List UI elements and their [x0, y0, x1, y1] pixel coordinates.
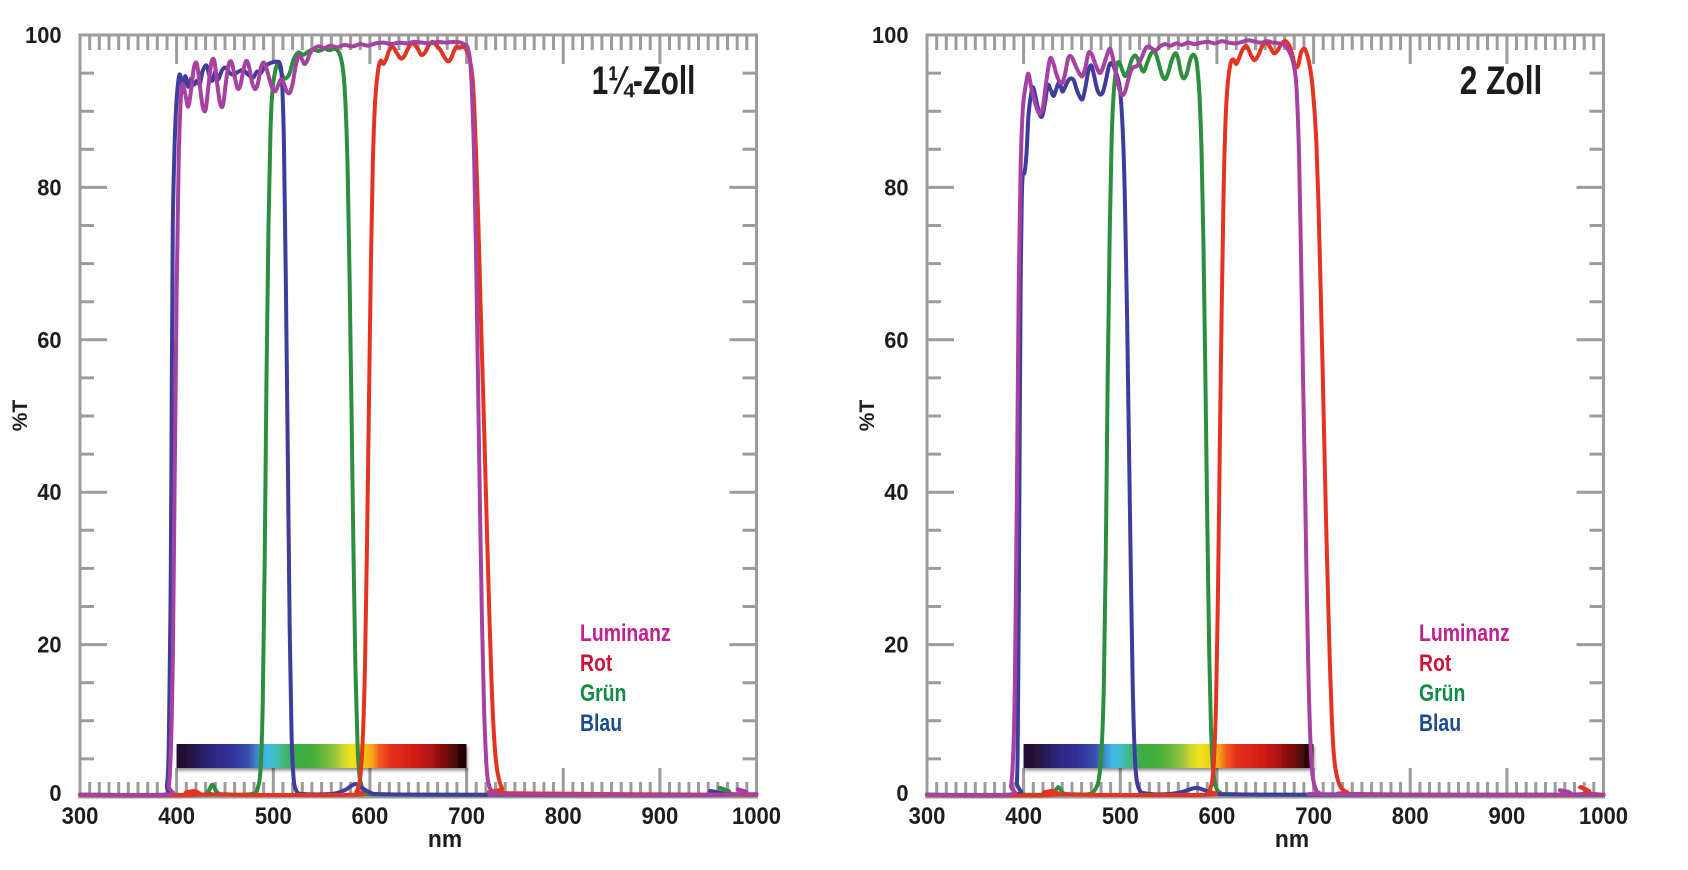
svg-text:40: 40	[884, 480, 908, 506]
svg-text:2 Zoll: 2 Zoll	[1460, 57, 1542, 102]
svg-text:0: 0	[49, 780, 61, 806]
svg-text:80: 80	[37, 175, 61, 201]
svg-text:Blau: Blau	[1419, 709, 1461, 736]
svg-text:60: 60	[37, 327, 61, 353]
svg-text:nm: nm	[1275, 825, 1309, 852]
svg-text:Luminanz: Luminanz	[1419, 619, 1510, 646]
svg-text:700: 700	[448, 802, 485, 829]
svg-text:800: 800	[545, 802, 582, 829]
svg-text:1¼-Zoll: 1¼-Zoll	[592, 59, 696, 103]
svg-text:Grün: Grün	[1419, 679, 1465, 706]
svg-text:700: 700	[1295, 802, 1332, 829]
svg-text:600: 600	[1198, 802, 1235, 829]
svg-text:80: 80	[884, 175, 908, 201]
svg-text:1000: 1000	[732, 802, 781, 829]
svg-text:400: 400	[158, 802, 195, 829]
svg-text:60: 60	[884, 327, 908, 353]
svg-text:20: 20	[37, 632, 61, 658]
svg-text:%T: %T	[856, 400, 879, 432]
svg-text:400: 400	[1005, 802, 1042, 829]
svg-text:100: 100	[872, 22, 908, 48]
svg-text:100: 100	[25, 22, 61, 48]
svg-text:Rot: Rot	[580, 649, 612, 676]
svg-text:1000: 1000	[1579, 802, 1628, 829]
svg-text:500: 500	[1102, 802, 1139, 829]
svg-text:0: 0	[896, 780, 908, 806]
svg-text:20: 20	[884, 632, 908, 658]
svg-text:Rot: Rot	[1419, 649, 1451, 676]
svg-text:nm: nm	[428, 825, 462, 852]
svg-text:Grün: Grün	[580, 679, 626, 706]
svg-text:500: 500	[255, 802, 292, 829]
svg-text:Blau: Blau	[580, 709, 622, 736]
svg-text:300: 300	[62, 802, 99, 829]
svg-text:800: 800	[1392, 802, 1429, 829]
svg-text:Luminanz: Luminanz	[580, 619, 671, 646]
svg-text:900: 900	[641, 802, 678, 829]
svg-text:%T: %T	[9, 400, 32, 432]
svg-text:300: 300	[909, 802, 946, 829]
svg-text:600: 600	[351, 802, 388, 829]
svg-text:40: 40	[37, 480, 61, 506]
svg-text:900: 900	[1488, 802, 1525, 829]
